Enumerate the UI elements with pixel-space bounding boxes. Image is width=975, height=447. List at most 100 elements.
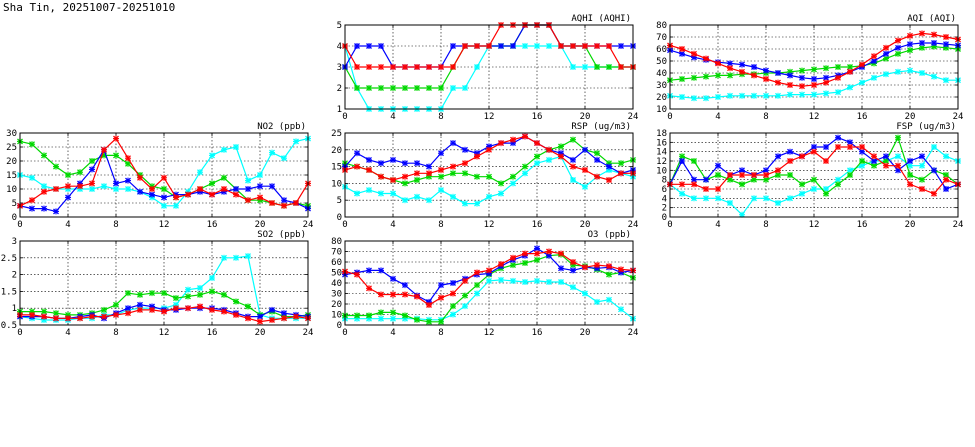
y-tick-label: 50 [656, 57, 667, 67]
data-point [450, 303, 456, 310]
data-point [462, 170, 468, 177]
data-point [498, 180, 504, 187]
data-point [113, 311, 119, 318]
data-point [943, 186, 949, 192]
data-point [113, 180, 119, 187]
data-point [77, 169, 83, 176]
chart-title: SO2 (ppb) [257, 230, 306, 240]
data-point [943, 41, 949, 48]
data-point [438, 282, 444, 289]
data-point [534, 160, 540, 167]
data-point [847, 64, 853, 70]
x-tick-label: 4 [390, 328, 395, 338]
data-point [281, 197, 287, 204]
data-point [378, 309, 384, 316]
data-point [366, 167, 372, 173]
data-point [29, 197, 35, 204]
data-point [679, 190, 685, 197]
data-point [474, 43, 480, 49]
data-point [257, 313, 263, 320]
data-point [245, 177, 251, 184]
data-point [486, 146, 492, 153]
data-point [775, 92, 781, 99]
y-tick-label: 80 [656, 21, 667, 31]
data-point [209, 180, 215, 187]
y-tick-label: 30 [656, 81, 667, 91]
plot-frame [669, 24, 959, 110]
data-point [486, 173, 492, 180]
data-point [233, 254, 239, 261]
y-tick-label: 4 [662, 194, 667, 204]
data-point [570, 64, 576, 70]
data-point [173, 202, 179, 209]
data-point [233, 144, 239, 150]
data-point [185, 293, 191, 300]
data-point [606, 177, 612, 183]
x-tick-label: 12 [484, 112, 495, 122]
data-point [390, 190, 396, 197]
data-point [245, 315, 251, 322]
series-4 [17, 135, 311, 209]
data-point [462, 43, 468, 49]
data-point [582, 290, 588, 297]
data-point [402, 312, 408, 319]
data-point [787, 158, 793, 164]
x-tick-label: 4 [390, 220, 395, 230]
data-point [402, 282, 408, 289]
plot-frame [344, 132, 634, 218]
data-point [594, 156, 600, 163]
data-point [546, 279, 552, 285]
data-point [281, 202, 287, 209]
data-point [570, 267, 576, 274]
data-point [77, 183, 83, 190]
data-point [173, 295, 179, 302]
data-point [931, 190, 937, 197]
x-tick-label: 12 [159, 220, 170, 230]
data-point [450, 163, 456, 170]
series-4 [342, 248, 636, 308]
data-point [895, 44, 901, 51]
y-tick-label: 20 [331, 146, 342, 156]
data-point [739, 167, 745, 174]
data-point [763, 195, 769, 202]
data-point [173, 194, 179, 201]
data-point [197, 291, 203, 298]
data-point [943, 153, 949, 160]
data-point [558, 265, 564, 272]
data-point [510, 136, 516, 143]
x-tick-label: 16 [857, 112, 868, 122]
data-point [498, 190, 504, 197]
x-tick-label: 16 [207, 328, 218, 338]
data-point [763, 67, 769, 74]
data-point [931, 167, 937, 174]
data-point [137, 301, 143, 308]
x-tick-label: 20 [580, 220, 591, 230]
x-tick-label: 0 [342, 328, 347, 338]
y-tick-label: 2 [337, 84, 342, 94]
data-point [510, 173, 516, 180]
data-point [378, 173, 384, 180]
data-point [895, 153, 901, 160]
x-tick-label: 4 [65, 220, 70, 230]
data-point [390, 309, 396, 316]
data-point [41, 183, 47, 190]
data-point [390, 177, 396, 183]
data-point [895, 162, 901, 169]
data-point [907, 41, 913, 48]
data-point [65, 194, 71, 201]
data-point [847, 84, 853, 91]
data-point [799, 67, 805, 74]
data-point [402, 180, 408, 187]
y-tick-label: 0.5 [1, 321, 17, 331]
series-4 [667, 30, 961, 90]
data-point [727, 72, 733, 79]
data-point [715, 195, 721, 202]
data-point [859, 158, 865, 164]
data-point [835, 181, 841, 188]
data-point [847, 144, 853, 150]
data-point [799, 190, 805, 197]
data-point [582, 183, 588, 190]
data-point [570, 163, 576, 170]
data-point [510, 180, 516, 187]
data-point [197, 303, 203, 310]
